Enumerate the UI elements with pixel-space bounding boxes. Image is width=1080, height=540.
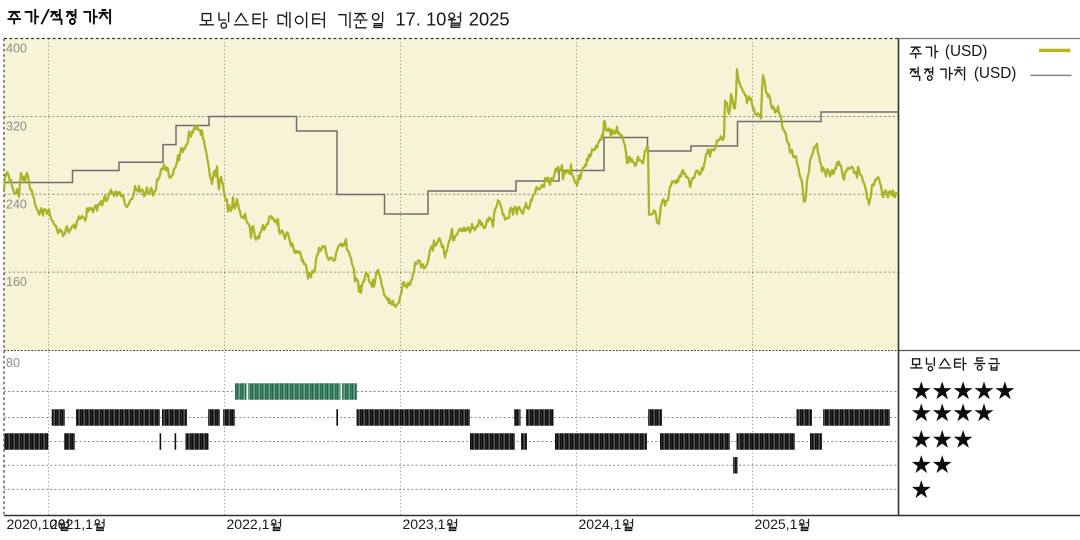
- svg-text:(USD): (USD): [974, 65, 1017, 82]
- svg-text:240: 240: [6, 197, 27, 211]
- svg-text:2023,1: 2023,1: [403, 516, 446, 532]
- svg-text:(USD): (USD): [945, 43, 988, 60]
- svg-text:2022,1: 2022,1: [227, 516, 270, 532]
- svg-text:80: 80: [6, 356, 20, 370]
- svg-text:400: 400: [6, 42, 27, 56]
- svg-text:17. 10: 17. 10: [395, 8, 446, 29]
- svg-text:160: 160: [6, 275, 27, 289]
- svg-text:2020,10: 2020,10: [7, 516, 58, 532]
- svg-text:2024,1: 2024,1: [579, 516, 622, 532]
- svg-text:2021,1: 2021,1: [50, 516, 93, 532]
- svg-text:320: 320: [6, 120, 27, 134]
- svg-text:2025: 2025: [469, 8, 510, 29]
- svg-text:2025,1: 2025,1: [755, 516, 798, 532]
